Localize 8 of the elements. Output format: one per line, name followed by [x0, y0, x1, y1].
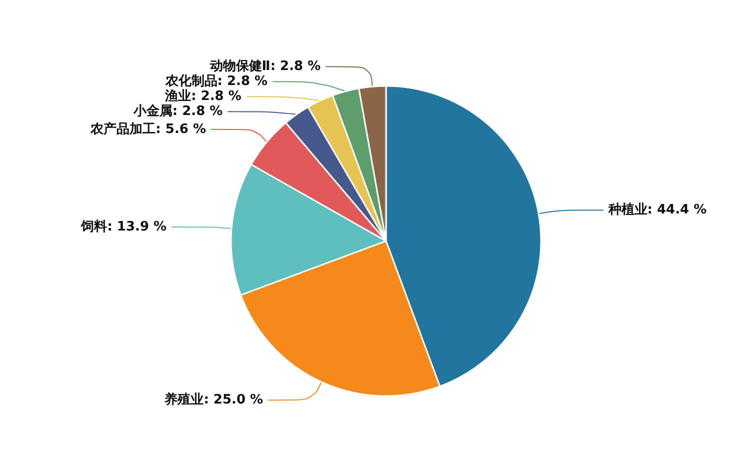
slice-label: 渔业: 2.8 %: [164, 89, 242, 104]
slice-label: 小金属: 2.8 %: [132, 104, 223, 120]
slice-label: 农化制品: 2.8 %: [164, 74, 268, 90]
slice-label: 养殖业: 25.0 %: [164, 392, 264, 408]
slice-label: 种植业: 44.4 %: [607, 202, 707, 218]
slice-label: 饲料: 13.9 %: [80, 220, 167, 235]
slice-label: 农产品加工: 5.6 %: [90, 120, 206, 137]
slice-label: 动物保健Ⅱ: 2.8 %: [208, 59, 321, 74]
